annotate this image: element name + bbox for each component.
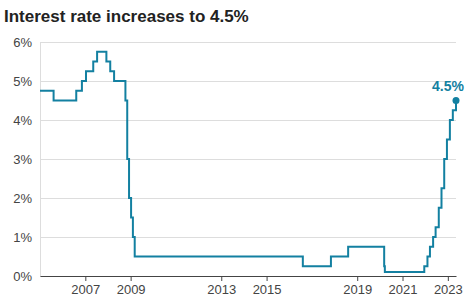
x-tick-label: 2019 <box>343 282 372 297</box>
x-axis-line <box>41 276 457 277</box>
title: Interest rate increases to 4.5% <box>4 7 249 26</box>
x-tick-mark <box>131 276 132 281</box>
grid-line <box>40 276 456 277</box>
rate-line <box>40 52 456 272</box>
x-tick-label: 2009 <box>117 282 146 297</box>
grid-line <box>40 237 456 238</box>
x-tick: 2007 <box>71 276 100 297</box>
y-tick-label: 6% <box>13 35 32 50</box>
x-tick-label: 2021 <box>389 282 418 297</box>
marks <box>40 52 456 272</box>
y-tick: 4% <box>13 113 456 128</box>
grid-line <box>40 42 456 43</box>
plot: 0%1%2%3%4%5%6%20072009201320152019202120… <box>13 35 464 298</box>
x-tick: 2021 <box>389 276 418 297</box>
x-tick: 2019 <box>343 276 372 297</box>
y-tick-label: 5% <box>13 74 32 89</box>
x-tick-mark <box>267 276 268 281</box>
x-tick-mark <box>403 276 404 281</box>
x-tick-label: 2015 <box>253 282 282 297</box>
end-dot <box>453 97 460 104</box>
chart: Interest rate increases to 4.5% 0% 1% 2% 3% 4… <box>0 0 474 306</box>
x-tick: 2013 <box>207 276 236 297</box>
y-tick: 3% <box>13 152 456 167</box>
y-tick-label: 3% <box>13 152 32 167</box>
x-tick: 2015 <box>253 276 282 297</box>
x-tick-mark <box>448 276 449 281</box>
grid-line <box>40 159 456 160</box>
y-tick-label: 1% <box>13 230 32 245</box>
y-tick-label: 4% <box>13 113 32 128</box>
x-tick-mark <box>221 276 222 281</box>
y-tick: 1% <box>13 230 456 245</box>
y-tick-label: 0% <box>13 269 32 284</box>
x-tick-label: 2013 <box>207 282 236 297</box>
annotation: 4.5% <box>432 78 464 94</box>
y-axis-line <box>41 43 457 277</box>
x-tick-mark <box>85 276 86 281</box>
y-tick: 6% <box>13 35 456 50</box>
x-tick-label: 2023 <box>434 282 463 297</box>
x-tick-mark <box>357 276 358 281</box>
x-axis: 2007 2009 2013 2015 2019 2021 2023 <box>41 276 463 297</box>
grid-line <box>40 81 456 82</box>
y-tick-label: 2% <box>13 191 32 206</box>
x-tick: 2023 <box>434 276 463 297</box>
y-tick: 2% <box>13 191 456 206</box>
x-tick: 2009 <box>117 276 146 297</box>
x-tick-label: 2007 <box>71 282 100 297</box>
grid-line <box>40 198 456 199</box>
y-axis: 0% 1% 2% 3% 4% 5% 6% <box>13 35 456 284</box>
grid-line <box>40 120 456 121</box>
y-tick: 5% <box>13 74 456 89</box>
